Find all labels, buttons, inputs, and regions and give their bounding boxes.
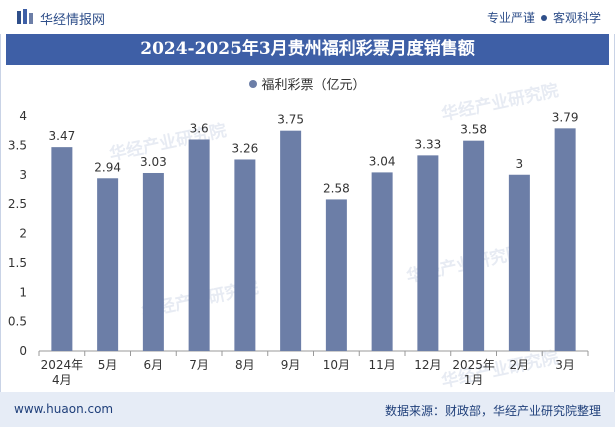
top-bar: 华经情报网 专业严谨 客观科学: [0, 0, 615, 34]
y-tick-label: 1: [19, 285, 27, 299]
x-tick-label: 2025年: [452, 358, 495, 372]
bar: [508, 174, 530, 351]
y-tick-label: 3.5: [8, 138, 27, 152]
data-label: 3: [516, 157, 524, 171]
x-tick-label: 8月: [235, 358, 255, 372]
separator-dot-icon: [540, 14, 547, 21]
data-label: 3.33: [415, 137, 442, 151]
huajing-logo-icon: [17, 9, 33, 24]
y-tick-label: 2.5: [8, 197, 27, 211]
header-tags: 专业严谨 客观科学: [487, 9, 601, 26]
y-tick-label: 2: [19, 227, 27, 241]
data-label: 3.03: [140, 155, 167, 169]
tag-objective: 客观科学: [552, 11, 601, 25]
data-label: 3.26: [232, 141, 259, 155]
y-tick-label: 0.5: [8, 315, 27, 329]
data-label: 3.47: [49, 129, 76, 143]
chart-title: 2024-2025年3月贵州福利彩票月度销售额: [6, 34, 609, 65]
bar: [325, 199, 347, 351]
footer-site: www.huaon.com: [14, 402, 114, 416]
y-tick-label: 3: [19, 168, 27, 182]
bar: [188, 139, 210, 351]
y-tick-label: 4: [19, 109, 27, 123]
footer-bar: [0, 392, 615, 427]
data-label: 3.75: [277, 113, 304, 127]
x-tick-label: 6月: [144, 358, 164, 372]
x-tick-label: 12月: [414, 358, 441, 372]
x-tick-label: 7月: [189, 358, 209, 372]
bar: [417, 155, 439, 351]
bar: [463, 140, 485, 351]
bar: [234, 159, 256, 351]
bar: [97, 178, 119, 351]
y-tick-label: 1.5: [8, 256, 27, 270]
x-tick-label: 10月: [323, 358, 350, 372]
data-label: 3.04: [369, 154, 396, 168]
legend-label: 福利彩票（亿元）: [261, 78, 366, 93]
brand-name: 华经情报网: [40, 13, 106, 28]
bar: [51, 147, 73, 351]
legend-swatch-icon: [249, 80, 258, 88]
bar: [371, 172, 393, 351]
bar: [142, 172, 164, 351]
data-label: 3.58: [460, 123, 487, 137]
bar: [280, 130, 302, 351]
data-label: 3.6: [190, 122, 209, 136]
footer-source: 数据来源：财政部，华经产业研究院整理: [384, 404, 601, 418]
data-label: 2.94: [94, 160, 121, 174]
x-tick-label: 3月: [555, 358, 575, 372]
x-tick-label: 4月: [52, 373, 72, 387]
x-tick-label: 9月: [281, 358, 301, 372]
x-tick-label: 5月: [98, 358, 118, 372]
x-tick-label: 1月: [464, 373, 484, 387]
x-tick-label: 2024年: [41, 358, 84, 372]
tag-professional: 专业严谨: [486, 11, 535, 25]
bar: [554, 128, 576, 351]
legend: 福利彩票（亿元）: [0, 74, 615, 93]
y-tick-label: 0: [19, 344, 27, 358]
data-label: 2.58: [323, 181, 350, 195]
x-tick-label: 11月: [368, 358, 395, 372]
data-label: 3.79: [552, 110, 579, 124]
x-tick-label: 2月: [510, 358, 530, 372]
